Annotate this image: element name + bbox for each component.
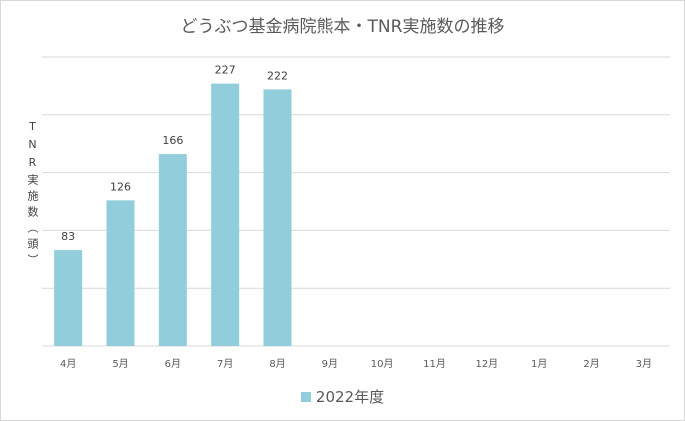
x-tick-label: 10月	[371, 358, 394, 370]
data-label: 227	[215, 64, 236, 77]
bar	[211, 83, 240, 346]
bar	[158, 154, 187, 346]
y-axis-label: TNR実施数（頭）	[26, 120, 39, 270]
data-label: 222	[267, 69, 288, 82]
chart-title: どうぶつ基金病院熊本・TNR実施数の推移	[180, 17, 505, 37]
x-tick-label: 7月	[217, 358, 233, 370]
x-tick-label: 9月	[322, 358, 338, 370]
x-tick-label: 12月	[475, 358, 498, 370]
legend: 2022年度	[0, 386, 685, 407]
x-tick-label: 5月	[112, 358, 128, 370]
x-tick-label: 8月	[269, 358, 285, 370]
x-tick-label: 2月	[583, 358, 599, 370]
bar	[54, 250, 83, 346]
x-tick-label: 3月	[636, 358, 652, 370]
legend-swatch	[300, 391, 311, 402]
x-tick-label: 4月	[60, 358, 76, 370]
data-label: 83	[61, 230, 75, 243]
bar	[263, 89, 292, 347]
x-tick-label: 1月	[531, 358, 547, 370]
x-tick-label: 6月	[165, 358, 181, 370]
x-tick-label: 11月	[423, 358, 446, 370]
data-label: 166	[162, 134, 183, 147]
legend-label: 2022年度	[315, 388, 385, 406]
bar	[106, 200, 135, 346]
data-label: 126	[110, 180, 131, 193]
